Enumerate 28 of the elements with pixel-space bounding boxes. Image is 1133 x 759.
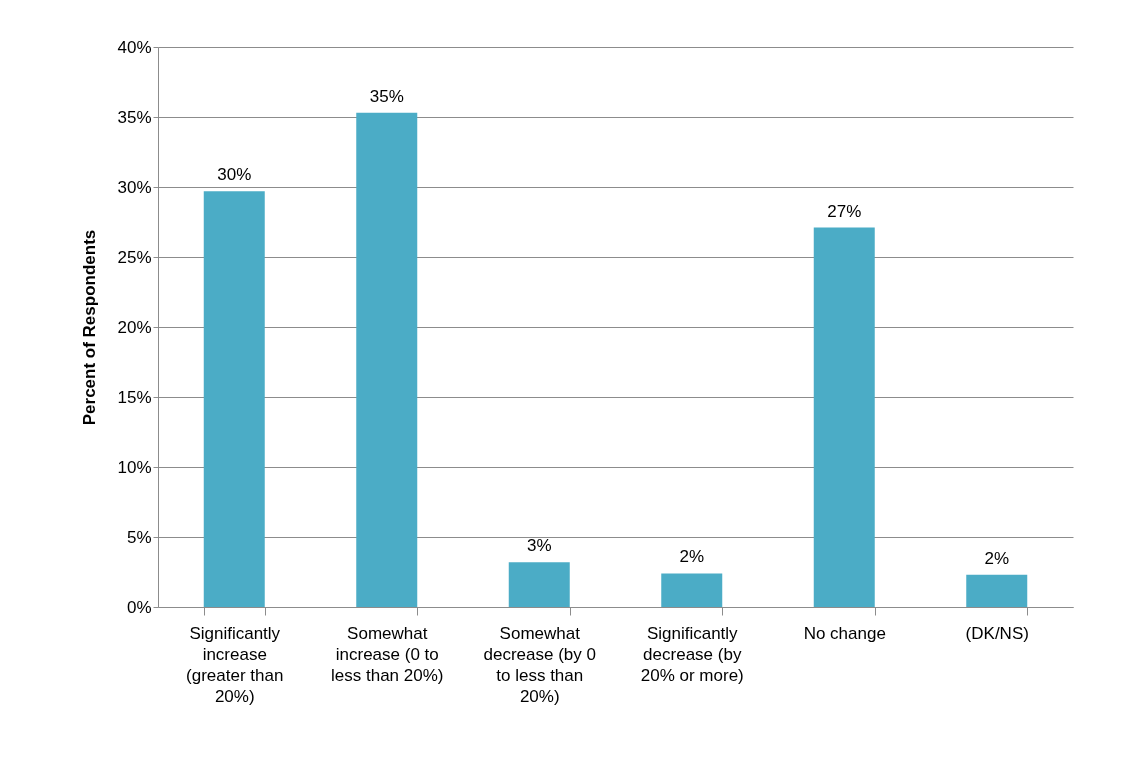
x-tick-label: Somewhat increase (0 to less than 20%) xyxy=(331,623,444,685)
y-tick-label: 40% xyxy=(117,37,152,57)
data-label: 30% xyxy=(217,165,252,185)
bar xyxy=(356,112,418,607)
y-tick-label: 5% xyxy=(126,527,152,547)
x-tick-label: Significantly decrease (by 20% or more) xyxy=(640,623,744,685)
bar xyxy=(661,573,723,607)
data-label: 3% xyxy=(526,536,552,556)
x-tick-label: (DK/NS) xyxy=(965,623,1029,643)
data-label: 2% xyxy=(679,547,705,567)
y-tick-label: 15% xyxy=(117,387,152,407)
y-tick-label: 0% xyxy=(126,597,152,617)
x-tick-label: No change xyxy=(803,623,886,643)
y-tick-label: 35% xyxy=(117,107,152,127)
bar xyxy=(966,574,1028,607)
bar xyxy=(203,191,265,607)
data-label: 2% xyxy=(984,548,1010,568)
bar xyxy=(508,562,570,607)
y-tick-label: 30% xyxy=(117,177,152,197)
bar xyxy=(813,227,875,607)
y-tick-label: 25% xyxy=(117,247,152,267)
x-tick-label: Somewhat decrease (by 0 to less than 20%) xyxy=(483,623,596,706)
x-tick-label: Significantly increase (greater than 20%) xyxy=(186,623,284,706)
y-tick-label: 20% xyxy=(117,317,152,337)
y-tick-label: 10% xyxy=(117,457,152,477)
data-label: 27% xyxy=(827,201,862,221)
data-label: 35% xyxy=(369,86,404,106)
y-axis-title: Percent of Respondents xyxy=(80,229,100,426)
